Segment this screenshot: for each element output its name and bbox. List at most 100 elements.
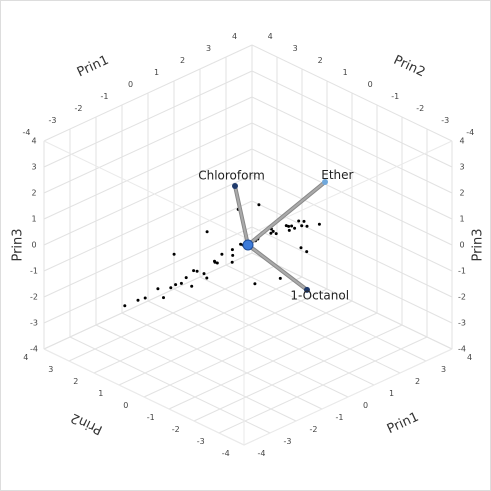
origin [242,239,254,251]
y-tick-label: -1 [391,92,399,101]
grid-line [251,44,453,142]
ray-end [304,286,310,293]
x-tick-label: 3 [206,44,211,53]
point [287,228,291,232]
point [302,219,306,223]
ray-core [234,185,249,246]
ray-end [322,179,328,186]
y-tick-label: 2 [318,56,323,65]
point [231,253,235,257]
x-tick-label: 4 [232,32,237,41]
x-tick-label: 1 [154,68,159,77]
box-edge [43,348,245,446]
point [287,224,291,228]
point [269,231,273,235]
point [190,284,194,288]
grid-line [43,44,253,142]
z-tick-label: -1 [30,267,38,276]
y-tick-label: 4 [268,32,273,41]
point [230,260,234,264]
point [123,304,127,308]
y-tick-label: 0 [123,401,128,410]
y-tick-label: 3 [293,44,298,53]
y-tick-label: 4 [23,353,28,362]
x-tick-label: 1 [389,389,394,398]
grid-line [251,174,453,272]
grid-line [43,226,253,324]
point [230,248,234,252]
grid-line [251,96,453,194]
z-tick-label: -4 [458,345,466,354]
x-tick-label: 0 [128,80,133,89]
point [143,296,147,300]
point [215,261,219,265]
z-tick-label: 4 [31,137,36,146]
point [174,283,178,287]
z-axis-title: Prin3 [471,228,486,261]
grid-line [218,336,428,434]
x-tick-label: -4 [23,128,31,137]
grid-line [193,324,403,422]
z-axis-title: Prin3 [11,228,26,261]
z-tick-label: 2 [459,189,464,198]
point [271,229,275,233]
z-tick-label: 3 [31,163,36,172]
ray-label: Chloroform [198,169,265,183]
grid-line [68,264,278,362]
ray-core [247,181,326,246]
point [220,252,224,256]
box-edge [243,348,453,446]
y-tick-label: -4 [222,449,230,458]
y-tick-label: -1 [147,413,155,422]
y-tick-label: -3 [441,116,449,125]
ray-label: 1-Octanol [290,288,349,302]
point [293,226,297,230]
ray-label: Ether [321,168,353,182]
box-edge [43,140,245,238]
z-tick-label: 2 [31,189,36,198]
grid-line [143,300,353,398]
point [172,252,176,256]
x-tick-label: -3 [49,116,57,125]
z-tick-label: -2 [30,293,38,302]
point [300,224,304,228]
point [299,246,303,250]
y-tick-label: -4 [466,128,474,137]
grid-line [251,226,453,324]
ray-end [232,183,238,189]
z-tick-label: -2 [458,293,466,302]
grid-line [43,252,253,350]
point [305,250,309,254]
y-tick-label: -2 [416,104,424,113]
x-tick-label: 4 [467,353,472,362]
x-tick-label: -1 [101,92,109,101]
z-tick-label: 1 [31,215,36,224]
point [179,281,183,285]
point [297,219,301,223]
point [136,298,140,302]
point [290,224,294,228]
grid-line [43,96,253,194]
grid-line [43,200,253,298]
grid-line [251,70,453,168]
y-tick-label: 2 [73,377,78,386]
z-tick-label: 4 [459,137,464,146]
point [305,224,309,228]
y-tick-label: -2 [172,425,180,434]
grid-line [43,122,253,220]
grid-line [251,122,453,220]
point [284,224,288,228]
x-tick-label: 2 [180,56,185,65]
x-tick-label: 3 [441,365,446,374]
point [169,286,173,290]
grid-line [43,70,253,168]
z-tick-label: -3 [30,319,38,328]
grid-line [93,276,303,374]
z-tick-label: -4 [30,345,38,354]
point [156,287,160,291]
z-tick-label: -3 [458,319,466,328]
y-tick-label: 1 [98,389,103,398]
x-tick-label: -4 [258,449,266,458]
y-tick-label: 3 [48,365,53,374]
